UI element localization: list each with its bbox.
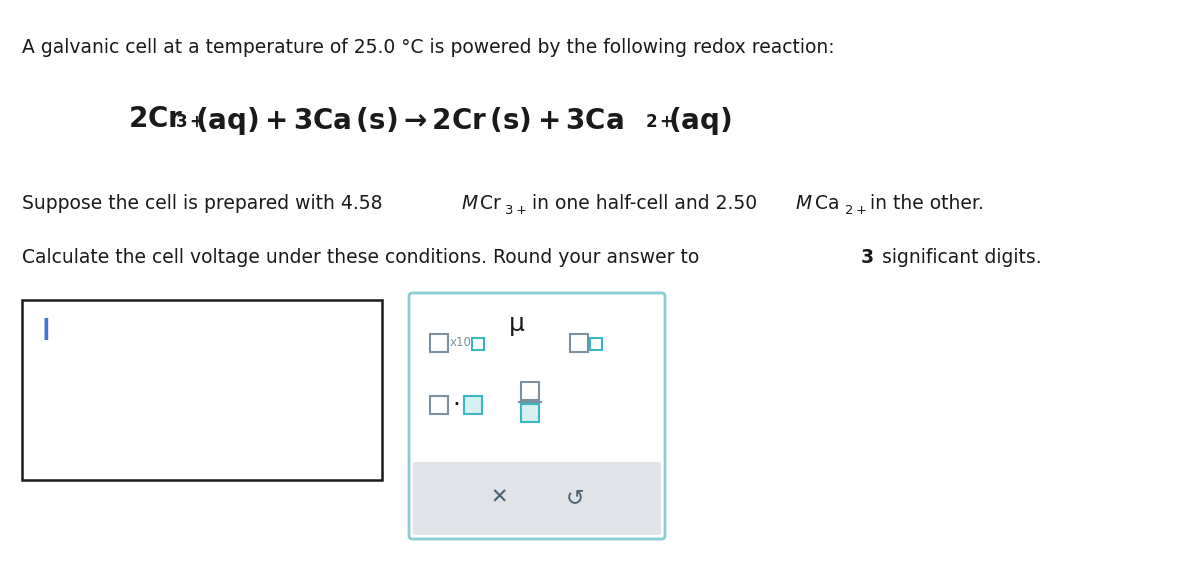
- Bar: [464, 396, 482, 414]
- Text: Suppose the cell is prepared with 4.58: Suppose the cell is prepared with 4.58: [22, 194, 389, 213]
- Bar: [570, 334, 588, 352]
- Bar: [430, 396, 448, 414]
- Text: A galvanic cell at a temperature of 25.0 °C is powered by the following redox re: A galvanic cell at a temperature of 25.0…: [22, 38, 835, 57]
- Bar: [22, 300, 382, 480]
- Text: $\mathbf{(aq)}$: $\mathbf{(aq)}$: [668, 105, 732, 137]
- Bar: [430, 334, 448, 352]
- Text: μ: μ: [509, 312, 524, 336]
- Text: $\mathbf{2Cr}$: $\mathbf{2Cr}$: [128, 105, 184, 133]
- Text: $\mathbf{3+}$: $\mathbf{3+}$: [175, 113, 204, 131]
- Text: Calculate the cell voltage under these conditions. Round your answer to: Calculate the cell voltage under these c…: [22, 248, 706, 267]
- Text: significant digits.: significant digits.: [876, 248, 1042, 267]
- Text: $\it{M}$: $\it{M}$: [796, 194, 812, 213]
- Text: $\mathrm{Cr}$: $\mathrm{Cr}$: [479, 194, 502, 213]
- FancyBboxPatch shape: [409, 293, 665, 539]
- Text: $\mathbf{2+}$: $\mathbf{2+}$: [646, 113, 674, 131]
- Text: $\mathbf{3}$: $\mathbf{3}$: [860, 248, 874, 267]
- Text: ✕: ✕: [491, 488, 508, 508]
- Text: ↺: ↺: [565, 488, 584, 508]
- Bar: [590, 338, 602, 350]
- Text: in one half-cell and 2.50: in one half-cell and 2.50: [526, 194, 763, 213]
- Text: $\it{M}$: $\it{M}$: [461, 194, 479, 213]
- FancyBboxPatch shape: [413, 462, 661, 535]
- Text: x10: x10: [450, 336, 472, 350]
- Text: $\mathrm{Ca}$: $\mathrm{Ca}$: [814, 194, 839, 213]
- Bar: [472, 338, 484, 350]
- Bar: [521, 382, 539, 400]
- Text: ·: ·: [452, 393, 460, 417]
- Text: ❙: ❙: [36, 318, 55, 340]
- Text: in the other.: in the other.: [864, 194, 984, 213]
- Bar: [521, 404, 539, 422]
- Text: $3+$: $3+$: [504, 204, 527, 217]
- Text: $2+$: $2+$: [844, 204, 866, 217]
- Text: $\mathbf{(aq) + 3Ca\,(s) \rightarrow 2Cr\,(s) + 3Ca}$: $\mathbf{(aq) + 3Ca\,(s) \rightarrow 2Cr…: [194, 105, 624, 137]
